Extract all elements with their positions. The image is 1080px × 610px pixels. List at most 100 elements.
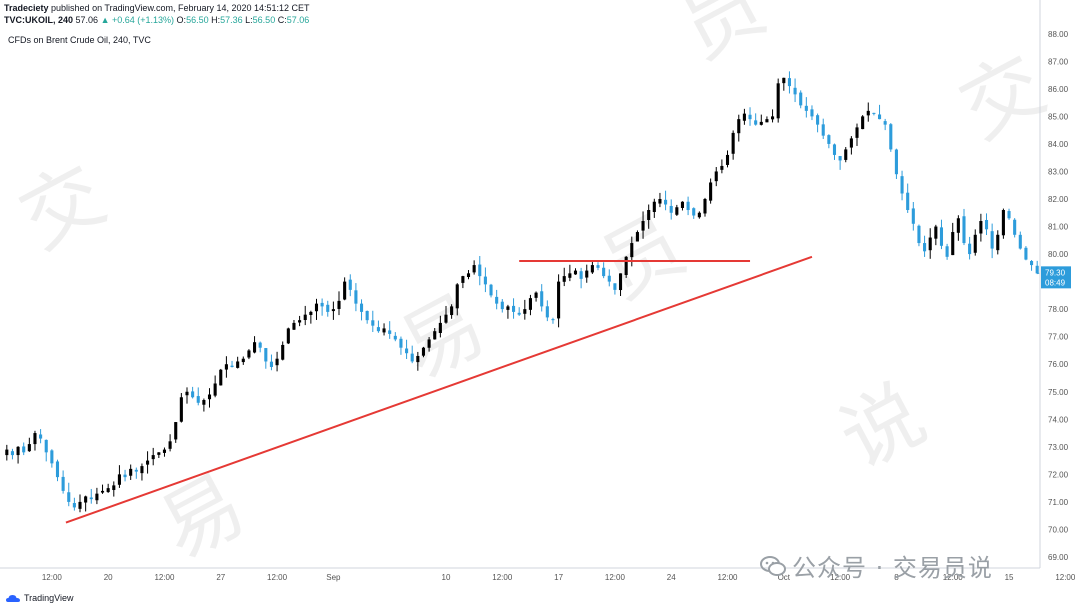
candle[interactable]	[224, 356, 228, 378]
candle[interactable]	[804, 97, 808, 118]
candle[interactable]	[917, 224, 921, 247]
candle[interactable]	[376, 320, 380, 333]
candle[interactable]	[585, 264, 589, 283]
tradingview-logo[interactable]: TradingView	[6, 593, 74, 603]
candle[interactable]	[162, 447, 167, 457]
candle[interactable]	[84, 495, 88, 512]
candle[interactable]	[281, 341, 285, 361]
candle[interactable]	[990, 223, 994, 259]
candle[interactable]	[241, 356, 245, 365]
candle[interactable]	[517, 307, 521, 316]
candle[interactable]	[900, 170, 904, 201]
candle[interactable]	[438, 315, 442, 338]
candle[interactable]	[134, 467, 138, 479]
candle[interactable]	[1001, 208, 1005, 239]
candle[interactable]	[968, 236, 972, 260]
candle[interactable]	[658, 192, 662, 208]
candle[interactable]	[771, 109, 775, 123]
ascending-trendline[interactable]	[65, 255, 813, 524]
candle[interactable]	[793, 78, 797, 103]
candle[interactable]	[861, 115, 865, 130]
candle[interactable]	[1018, 231, 1022, 250]
candle[interactable]	[883, 118, 887, 131]
candle[interactable]	[100, 484, 105, 494]
candle[interactable]	[416, 351, 420, 371]
candle[interactable]	[264, 347, 268, 369]
candle[interactable]	[371, 310, 375, 333]
candle[interactable]	[72, 497, 76, 511]
candle[interactable]	[16, 446, 20, 464]
candle[interactable]	[872, 112, 876, 116]
candle[interactable]	[129, 464, 133, 480]
candle[interactable]	[754, 113, 758, 126]
candle[interactable]	[433, 327, 437, 340]
candle[interactable]	[78, 494, 82, 513]
candle[interactable]	[258, 341, 262, 353]
candle[interactable]	[39, 429, 43, 444]
candle[interactable]	[810, 105, 814, 121]
candle[interactable]	[67, 482, 71, 507]
candle[interactable]	[348, 274, 352, 297]
candle[interactable]	[934, 224, 938, 246]
candle[interactable]	[590, 260, 594, 274]
candle[interactable]	[393, 332, 397, 342]
candle[interactable]	[979, 213, 983, 242]
candle[interactable]	[1024, 246, 1028, 261]
candle[interactable]	[405, 339, 409, 359]
candle[interactable]	[219, 368, 223, 386]
candle[interactable]	[709, 178, 713, 204]
candle[interactable]	[579, 267, 583, 289]
author-name[interactable]: Tradeciety	[4, 3, 49, 13]
candle[interactable]	[945, 243, 949, 260]
candle[interactable]	[174, 421, 178, 443]
candle[interactable]	[816, 113, 820, 133]
candle[interactable]	[168, 434, 172, 452]
candle[interactable]	[866, 102, 870, 122]
candle[interactable]	[365, 310, 369, 324]
candle[interactable]	[495, 289, 499, 310]
candle[interactable]	[877, 104, 882, 120]
candle[interactable]	[635, 230, 639, 242]
candle[interactable]	[466, 270, 471, 280]
candle[interactable]	[664, 190, 668, 211]
candle[interactable]	[742, 108, 746, 125]
candle[interactable]	[951, 222, 955, 256]
candle[interactable]	[298, 315, 302, 327]
candle[interactable]	[534, 291, 538, 302]
candle[interactable]	[123, 469, 127, 482]
candle[interactable]	[382, 323, 386, 336]
candle[interactable]	[928, 228, 932, 259]
candle[interactable]	[95, 487, 99, 505]
candle[interactable]	[455, 283, 459, 316]
candle[interactable]	[731, 130, 735, 160]
candle[interactable]	[618, 273, 623, 297]
candle[interactable]	[55, 459, 60, 482]
candle[interactable]	[185, 387, 189, 404]
candle[interactable]	[275, 351, 279, 372]
candle[interactable]	[320, 298, 324, 316]
candle[interactable]	[146, 451, 150, 474]
candle[interactable]	[196, 387, 200, 406]
candle[interactable]	[973, 229, 977, 256]
candle[interactable]	[444, 305, 448, 324]
candle[interactable]	[607, 269, 611, 287]
candle[interactable]	[523, 299, 527, 320]
candle[interactable]	[545, 300, 549, 322]
candle[interactable]	[641, 211, 645, 239]
candle[interactable]	[680, 201, 685, 211]
candle[interactable]	[956, 215, 960, 241]
candle[interactable]	[528, 294, 532, 316]
candle[interactable]	[461, 275, 465, 289]
candle[interactable]	[309, 310, 313, 324]
candle[interactable]	[782, 77, 786, 91]
candle[interactable]	[303, 305, 307, 326]
candle[interactable]	[759, 114, 763, 126]
candle[interactable]	[112, 481, 116, 497]
candle[interactable]	[286, 327, 290, 345]
candle[interactable]	[314, 298, 319, 320]
candle[interactable]	[410, 345, 414, 364]
candle[interactable]	[213, 375, 217, 398]
candle[interactable]	[652, 198, 656, 218]
candle[interactable]	[191, 386, 195, 399]
candle[interactable]	[117, 465, 121, 488]
